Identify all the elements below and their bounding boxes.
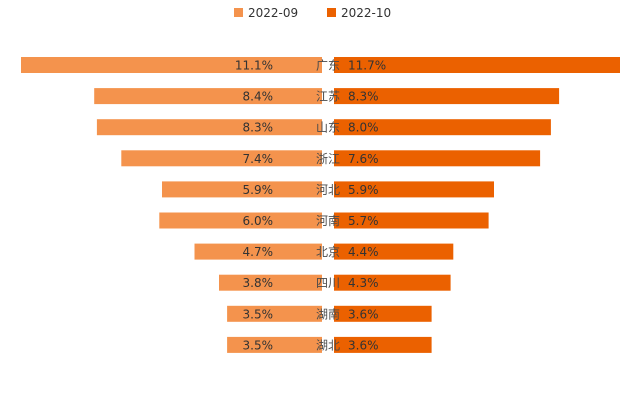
value-label-2022-10-8: 3.6% xyxy=(348,307,379,321)
value-label-2022-09-5: 6.0% xyxy=(243,214,274,228)
legend: 2022-09 2022-10 xyxy=(234,6,391,20)
bar-2022-09-4[interactable] xyxy=(162,181,322,198)
value-label-2022-09-2: 8.3% xyxy=(243,121,274,135)
category-label-2: 山东 xyxy=(316,121,340,135)
bar-2022-10-6[interactable] xyxy=(334,243,454,260)
legend-label-2022-09: 2022-09 xyxy=(248,6,298,20)
legend-item-series-2[interactable]: 2022-10 xyxy=(327,6,391,20)
bar-2022-09-0[interactable] xyxy=(21,57,322,73)
bar-2022-10-0[interactable] xyxy=(334,57,620,73)
value-label-2022-10-6: 4.4% xyxy=(348,245,379,259)
value-label-2022-10-9: 3.6% xyxy=(348,338,379,352)
bar-2022-10-8[interactable] xyxy=(334,305,432,322)
value-label-2022-10-3: 7.6% xyxy=(348,152,379,166)
bar-2022-10-7[interactable] xyxy=(334,274,451,291)
legend-swatch-2022-10 xyxy=(327,8,336,17)
value-label-2022-10-4: 5.9% xyxy=(348,183,379,197)
category-label-4: 河北 xyxy=(316,183,340,197)
legend-swatch-2022-09 xyxy=(234,8,243,17)
value-label-2022-09-9: 3.5% xyxy=(243,338,274,352)
value-label-2022-09-0: 11.1% xyxy=(235,59,273,73)
value-label-2022-10-1: 8.3% xyxy=(348,90,379,104)
legend-label-2022-10: 2022-10 xyxy=(341,6,391,20)
category-label-1: 江苏 xyxy=(316,90,340,104)
value-label-2022-10-0: 11.7% xyxy=(348,59,386,73)
category-label-0: 广东 xyxy=(316,59,340,73)
value-label-2022-09-7: 3.8% xyxy=(243,276,274,290)
bar-2022-10-3[interactable] xyxy=(334,150,541,167)
bar-2022-09-2[interactable] xyxy=(96,119,323,136)
category-label-5: 河南 xyxy=(316,213,340,228)
legend-item-series-1[interactable]: 2022-09 xyxy=(234,6,298,20)
value-label-2022-09-6: 4.7% xyxy=(243,245,274,259)
bar-2022-09-8[interactable] xyxy=(227,305,322,322)
value-label-2022-09-8: 3.5% xyxy=(243,307,274,321)
value-label-2022-10-2: 8.0% xyxy=(348,121,379,135)
bar-2022-10-9[interactable] xyxy=(334,336,432,353)
value-label-2022-09-4: 5.9% xyxy=(243,183,274,197)
category-label-8: 湖南 xyxy=(316,306,340,321)
category-label-7: 四川 xyxy=(316,276,340,290)
value-label-2022-09-1: 8.4% xyxy=(243,90,274,104)
bar-2022-09-7[interactable] xyxy=(219,274,322,291)
bar-2022-09-9[interactable] xyxy=(227,336,322,353)
bar-2022-10-5[interactable] xyxy=(334,212,489,229)
series-2022-09-bars: 11.1% 8.4% 8.3% 7.4% 5.9% 6.0% 4.7% 3.8% 3.5% 3.5… xyxy=(21,57,323,353)
bar-2022-10-1[interactable] xyxy=(334,88,560,105)
bar-2022-09-1[interactable] xyxy=(94,88,322,105)
value-label-2022-09-3: 7.4% xyxy=(243,152,274,166)
category-label-9: 湖北 xyxy=(316,337,340,352)
bar-2022-09-5[interactable] xyxy=(159,212,322,229)
category-label-6: 北京 xyxy=(316,245,340,259)
bar-2022-10-2[interactable] xyxy=(334,119,551,136)
series-2022-10-bars: 11.7% 8.3% 8.0% 7.6% 5.9% 5.7% 4.4% 4.3% 3.6% 3.6… xyxy=(334,57,620,353)
bar-2022-09-6[interactable] xyxy=(194,243,323,260)
value-label-2022-10-7: 4.3% xyxy=(348,276,379,290)
category-label-3: 浙江 xyxy=(316,152,340,166)
bar-2022-10-4[interactable] xyxy=(334,181,494,198)
value-label-2022-10-5: 5.7% xyxy=(348,214,379,228)
bar-2022-09-3[interactable] xyxy=(121,150,322,167)
